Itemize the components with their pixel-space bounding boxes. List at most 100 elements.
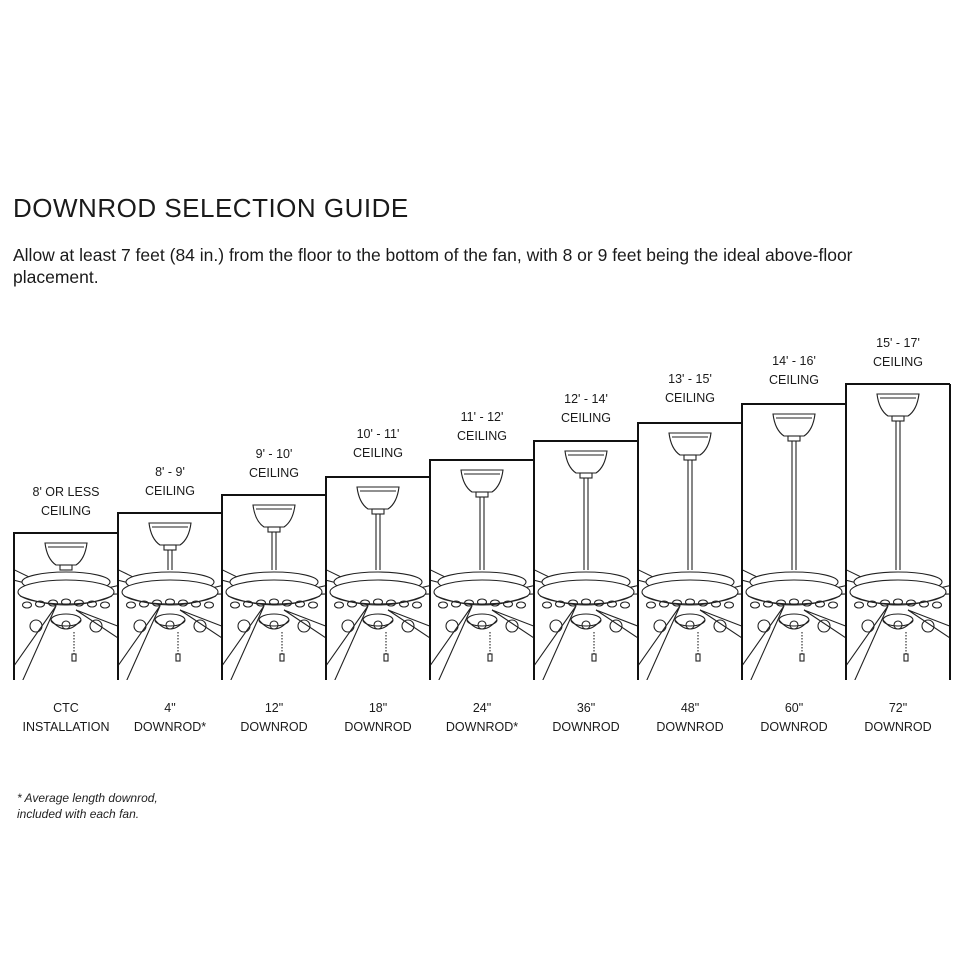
fan-column-5 — [430, 469, 534, 680]
downrod-label-line: 60" — [784, 701, 804, 715]
downrod-length-label: 12" DOWNROD — [219, 699, 329, 737]
canopy — [876, 393, 920, 417]
blade-iron — [892, 598, 904, 606]
blade-iron — [60, 598, 72, 606]
ceiling-label-line: 14' - 16' — [772, 354, 816, 368]
fan-column-6 — [534, 450, 638, 680]
blade-iron — [762, 600, 774, 608]
downrod-length-label: 60" DOWNROD — [739, 699, 849, 737]
blade-iron — [21, 601, 33, 609]
fan-blade — [385, 584, 430, 597]
downrod-label-line: DOWNROD* — [133, 720, 207, 734]
blade-iron — [385, 599, 397, 607]
blade-iron — [827, 601, 839, 609]
downrod-label-line: INSTALLATION — [22, 720, 110, 734]
fan-blade — [387, 609, 430, 639]
blade-iron — [801, 599, 813, 607]
ornament — [133, 619, 147, 633]
ceiling-label-line: CEILING — [144, 484, 195, 498]
fan-blade — [491, 609, 534, 639]
blade-iron — [710, 600, 722, 608]
downrod-length-label: 18" DOWNROD — [323, 699, 433, 737]
ornament — [653, 619, 667, 633]
downrod-length-label: CTC INSTALLATION — [11, 699, 121, 737]
downrod-label-line: DOWNROD — [760, 720, 828, 734]
blade-iron — [905, 599, 917, 607]
canopy-collar — [787, 435, 801, 442]
blade-iron — [723, 601, 735, 609]
blade-iron — [47, 599, 59, 607]
ceiling-label-line: CEILING — [560, 411, 611, 425]
intro-text: Allow at least 7 feet (84 in.) from the … — [13, 245, 853, 287]
fan-column-7 — [638, 432, 742, 680]
ornament — [237, 619, 251, 633]
ceiling-label-line: 13' - 15' — [668, 372, 712, 386]
blade-iron — [749, 601, 761, 609]
blade-iron — [437, 601, 449, 609]
ceiling-label-line: 8' OR LESS — [32, 485, 100, 499]
blade-iron — [554, 600, 566, 608]
canopy-collar — [163, 544, 177, 551]
fan-blade — [803, 609, 846, 639]
downrod-length-label: 48" DOWNROD — [635, 699, 745, 737]
blade-iron — [255, 599, 267, 607]
blade-iron — [190, 600, 202, 608]
blade-iron — [788, 598, 800, 606]
fan-blade — [326, 605, 369, 680]
downrod-label-line: 48" — [680, 701, 700, 715]
fan-blade — [742, 605, 785, 680]
blade-iron — [34, 600, 46, 608]
blade-iron — [541, 601, 553, 609]
fan-blade — [177, 584, 222, 597]
canopy — [356, 486, 400, 510]
canopy — [252, 504, 296, 528]
page-title: DOWNROD SELECTION GUIDE — [13, 193, 409, 223]
ceiling-label-line: CEILING — [40, 504, 91, 518]
downrod-label-line: 4" — [164, 701, 176, 715]
blade-iron — [450, 600, 462, 608]
blade-iron — [606, 600, 618, 608]
fan-blade — [801, 584, 846, 597]
ornament — [549, 619, 563, 633]
downrod-label-line: CTC — [53, 701, 79, 715]
canopy — [44, 542, 88, 566]
ceiling-height-label: 8' - 9' CEILING — [120, 463, 220, 501]
downrod-label-line: 72" — [888, 701, 908, 715]
ceiling-line — [637, 422, 742, 680]
ceiling-label-line: CEILING — [664, 391, 715, 405]
fan-blade — [595, 609, 638, 639]
ornament — [29, 619, 43, 633]
fan-blade — [534, 605, 577, 680]
canopy-collar — [579, 472, 593, 479]
ceiling-height-label: 13' - 15' CEILING — [640, 370, 740, 408]
blade-iron — [294, 600, 306, 608]
blade-iron — [99, 601, 111, 609]
canopy — [148, 522, 192, 546]
blade-iron — [372, 598, 384, 606]
ceiling-label-line: CEILING — [872, 355, 923, 369]
fan-blade — [430, 605, 473, 680]
blade-iron — [853, 601, 865, 609]
canopy-collar — [683, 454, 697, 461]
downrod-label-line: DOWNROD — [240, 720, 308, 734]
blade-iron — [489, 599, 501, 607]
blade-iron — [775, 599, 787, 607]
blade-iron — [138, 600, 150, 608]
ornament — [445, 619, 459, 633]
fan-blade — [283, 609, 326, 639]
blade-iron — [515, 601, 527, 609]
ceiling-line — [117, 512, 222, 680]
fan-blade — [118, 605, 161, 680]
ceiling-height-label: 8' OR LESS CEILING — [16, 483, 116, 521]
blade-iron — [619, 601, 631, 609]
downrod-label-line: 12" — [264, 701, 284, 715]
ceiling-label-line: 12' - 14' — [564, 392, 608, 406]
downrod-length-label: 24" DOWNROD* — [427, 699, 537, 737]
blade-iron — [580, 598, 592, 606]
fan-column-2 — [118, 522, 222, 680]
downrod-label-line: DOWNROD* — [445, 720, 519, 734]
ceiling-height-label: 11' - 12' CEILING — [432, 408, 532, 446]
blade-iron — [398, 600, 410, 608]
ceiling-line — [325, 476, 430, 680]
